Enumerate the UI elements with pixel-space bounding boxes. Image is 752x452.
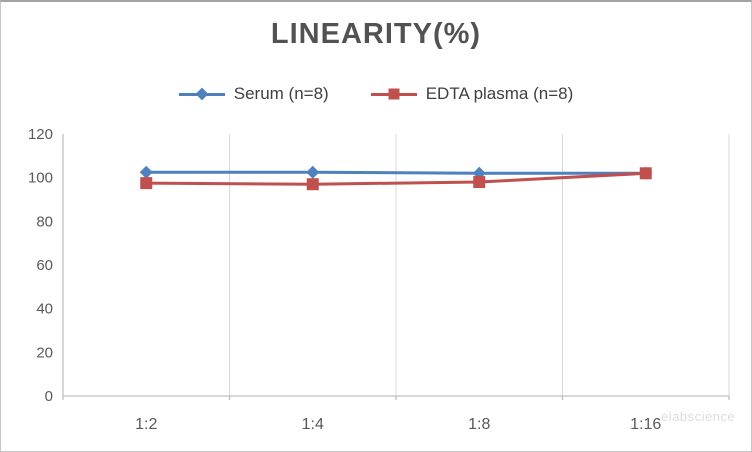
legend-item-serum: Serum (n=8): [178, 84, 329, 104]
y-tick-label: 60: [36, 257, 53, 274]
series-line-0: [146, 170, 646, 175]
legend-label-edta-plasma: EDTA plasma (n=8): [425, 84, 574, 103]
y-tick-label: 80: [36, 213, 53, 230]
data-point-diamond: [139, 165, 153, 179]
legend: Serum (n=8) EDTA plasma (n=8): [1, 84, 751, 104]
legend-item-edta-plasma: EDTA plasma (n=8): [370, 84, 574, 104]
data-point-square: [473, 176, 486, 189]
edta-line-swatch: [370, 88, 417, 100]
y-tick-label: 0: [45, 388, 53, 405]
data-point-diamond: [306, 165, 320, 179]
series-line-1: [146, 171, 646, 186]
data-point-square: [140, 177, 153, 190]
legend-label-serum: Serum (n=8): [233, 84, 329, 103]
x-tick-label: 1:8: [468, 416, 490, 433]
y-tick-label: 40: [36, 301, 53, 318]
data-point-square: [306, 178, 319, 191]
y-tick-label: 120: [28, 126, 53, 143]
data-point-square: [639, 167, 652, 180]
x-tick-label: 1:4: [302, 416, 324, 433]
y-tick-label: 20: [36, 344, 53, 361]
serum-line-swatch: [178, 87, 225, 101]
y-tick-label: 100: [28, 170, 53, 187]
x-tick-label: 1:16: [630, 416, 661, 433]
square-marker-icon: [388, 88, 400, 100]
chart-title: LINEARITY(%): [270, 18, 482, 50]
x-tick-label: 1:2: [135, 416, 157, 433]
